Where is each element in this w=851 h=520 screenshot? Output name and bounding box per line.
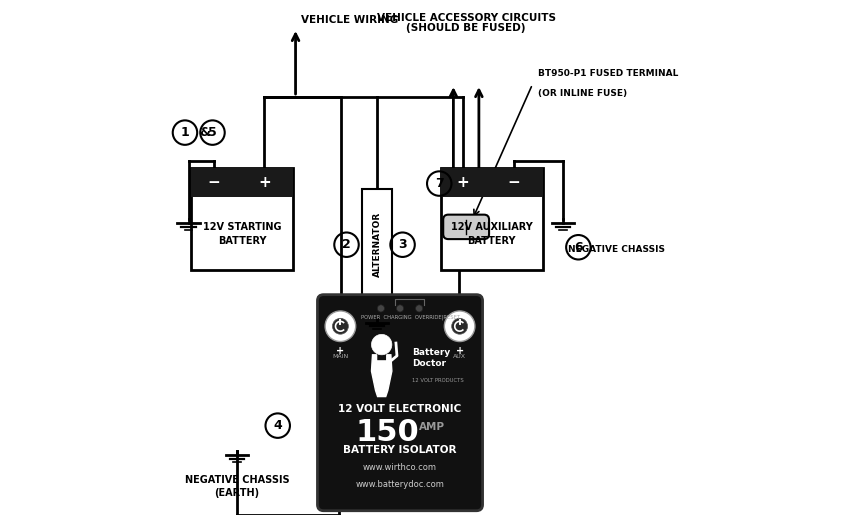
Text: 2: 2	[342, 238, 351, 251]
Text: +: +	[336, 346, 345, 356]
Text: 4: 4	[273, 419, 282, 432]
Text: Battery
Doctor: Battery Doctor	[412, 348, 450, 368]
Bar	[191, 168, 293, 270]
Bar	[441, 168, 543, 197]
Text: BT950-P1 FUSED TERMINAL: BT950-P1 FUSED TERMINAL	[538, 70, 678, 79]
FancyBboxPatch shape	[317, 295, 483, 511]
Circle shape	[333, 318, 348, 334]
Text: 1: 1	[180, 126, 189, 139]
Text: NEGATIVE CHASSIS
(EARTH): NEGATIVE CHASSIS (EARTH)	[185, 475, 289, 498]
Text: −: −	[207, 175, 220, 190]
Polygon shape	[372, 355, 391, 397]
Text: VEHICLE ACCESSORY CIRCUITS: VEHICLE ACCESSORY CIRCUITS	[377, 13, 556, 23]
FancyBboxPatch shape	[443, 215, 489, 239]
Text: 12 VOLT PRODUCTS: 12 VOLT PRODUCTS	[412, 378, 464, 383]
Text: &: &	[200, 126, 215, 139]
Circle shape	[372, 334, 391, 355]
Text: −: −	[508, 175, 521, 190]
Text: ALTERNATOR: ALTERNATOR	[373, 212, 381, 277]
Text: AMP: AMP	[420, 422, 445, 432]
Circle shape	[397, 305, 403, 312]
Circle shape	[452, 318, 467, 334]
Text: NEGATIVE CHASSIS: NEGATIVE CHASSIS	[568, 245, 665, 254]
Text: AUX: AUX	[453, 354, 466, 359]
Circle shape	[415, 305, 423, 312]
Text: MAIN: MAIN	[332, 354, 349, 359]
Text: POWER  CHARGING  OVERRIDE|RESET: POWER CHARGING OVERRIDE|RESET	[361, 314, 460, 320]
Text: 5: 5	[208, 126, 217, 139]
Text: (SHOULD BE FUSED): (SHOULD BE FUSED)	[407, 23, 526, 33]
Text: VEHICLE WIRING: VEHICLE WIRING	[300, 16, 398, 25]
Circle shape	[325, 311, 356, 342]
Text: www.wirthco.com: www.wirthco.com	[363, 463, 437, 472]
Text: +: +	[455, 346, 464, 356]
Bar	[362, 189, 392, 301]
Bar	[441, 168, 543, 270]
Text: 7: 7	[435, 177, 443, 190]
Text: 12 VOLT ELECTRONIC: 12 VOLT ELECTRONIC	[339, 404, 461, 414]
Text: 3: 3	[398, 238, 407, 251]
Text: 12V AUXILIARY
BATTERY: 12V AUXILIARY BATTERY	[451, 222, 533, 245]
Circle shape	[377, 305, 385, 312]
Text: BATTERY ISOLATOR: BATTERY ISOLATOR	[343, 445, 457, 454]
Circle shape	[444, 311, 475, 342]
Text: 12V STARTING
BATTERY: 12V STARTING BATTERY	[203, 222, 282, 245]
Text: 6: 6	[574, 241, 583, 254]
Text: 150: 150	[356, 418, 420, 447]
Text: +: +	[457, 175, 470, 190]
Text: www.batterydoc.com: www.batterydoc.com	[356, 480, 444, 489]
Text: +: +	[258, 175, 271, 190]
Text: (OR INLINE FUSE): (OR INLINE FUSE)	[538, 89, 626, 98]
Bar	[191, 168, 293, 197]
